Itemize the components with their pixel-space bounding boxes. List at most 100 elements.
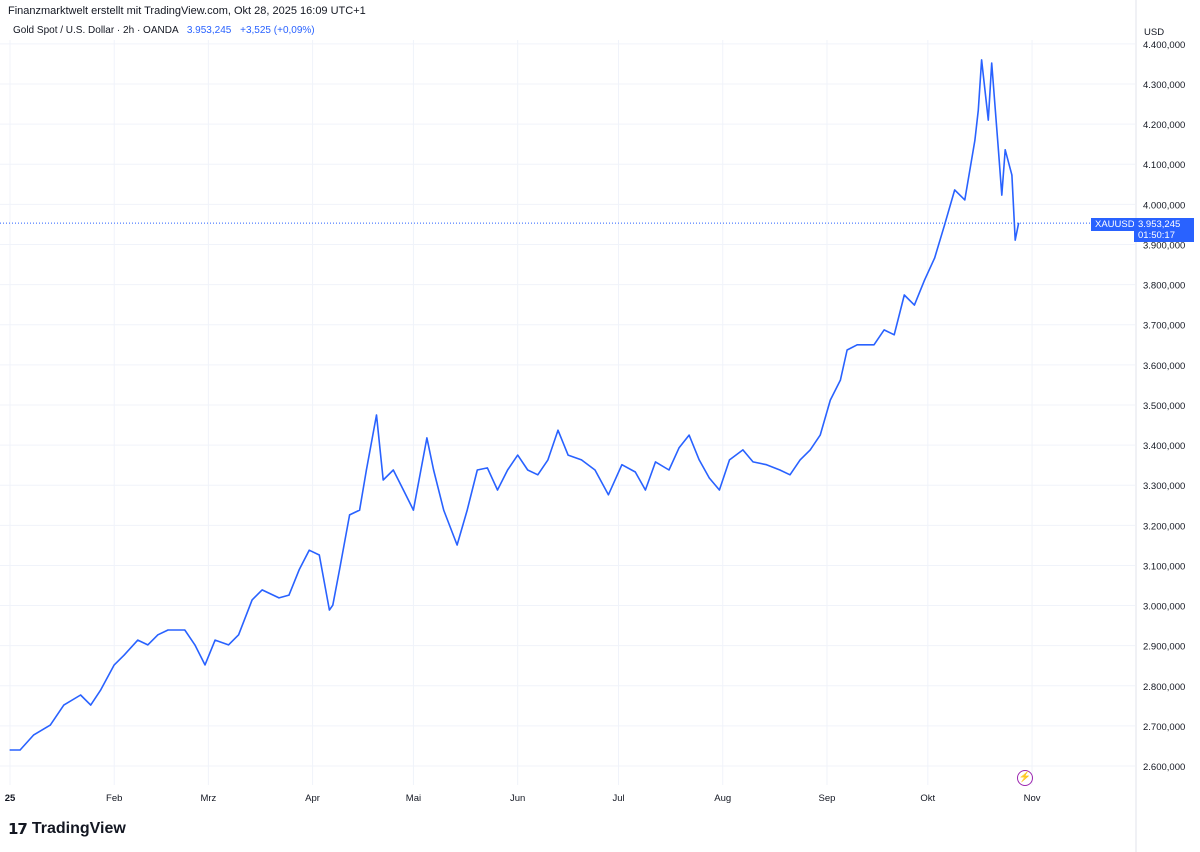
- data-point: [779, 469, 781, 471]
- data-point: [607, 494, 610, 496]
- data-point: [728, 459, 731, 461]
- data-point: [1011, 174, 1013, 176]
- y-tick-label: 4.000,000: [1143, 200, 1185, 211]
- data-point: [678, 447, 680, 449]
- x-tick-label: Nov: [1024, 793, 1041, 804]
- data-point: [9, 749, 11, 751]
- data-point: [49, 724, 51, 726]
- data-point: [167, 629, 169, 631]
- y-tick-label: 4.400,000: [1143, 40, 1185, 51]
- data-point: [668, 469, 670, 471]
- y-tick-label: 3.800,000: [1143, 281, 1185, 292]
- data-point: [688, 434, 690, 436]
- data-point: [63, 704, 65, 706]
- data-point: [698, 459, 700, 461]
- price-change: +3,525 (+0,09%): [240, 25, 315, 36]
- data-point: [278, 597, 280, 599]
- y-tick-label: 3.400,000: [1143, 441, 1185, 452]
- data-point: [567, 454, 569, 456]
- data-point: [718, 489, 720, 491]
- symbol-description: Gold Spot / U.S. Dollar · 2h · OANDA: [13, 25, 179, 36]
- data-point: [328, 609, 330, 611]
- data-point: [496, 489, 499, 491]
- data-point: [547, 459, 549, 461]
- data-point: [412, 509, 415, 511]
- data-point: [964, 199, 966, 201]
- data-point: [997, 149, 1000, 151]
- chart-credit: Finanzmarktwelt erstellt mit TradingView…: [8, 5, 366, 17]
- data-point: [433, 469, 435, 471]
- data-point: [621, 464, 623, 466]
- data-point: [332, 604, 334, 606]
- y-tick-label: 3.200,000: [1143, 521, 1185, 532]
- data-point: [359, 509, 361, 511]
- y-tick-label: 4.100,000: [1143, 160, 1185, 171]
- data-point: [987, 119, 989, 121]
- data-point: [839, 379, 842, 381]
- y-tick-label: 2.900,000: [1143, 642, 1185, 653]
- symbol-tag: XAUUSD: [1091, 218, 1139, 231]
- data-point: [204, 664, 206, 666]
- data-point: [829, 399, 831, 401]
- data-point: [708, 477, 710, 479]
- data-point: [288, 594, 290, 596]
- data-point: [261, 589, 263, 591]
- data-point: [765, 464, 768, 466]
- data-point: [1004, 149, 1006, 151]
- data-point: [1001, 194, 1003, 196]
- data-point: [654, 461, 657, 463]
- data-point: [883, 329, 885, 331]
- symbol-legend: Gold Spot / U.S. Dollar · 2h · OANDA 3.9…: [13, 25, 315, 36]
- data-point: [799, 459, 801, 461]
- data-point: [557, 429, 559, 431]
- logo-text: TradingView: [31, 820, 126, 837]
- y-tick-label: 3.900,000: [1143, 240, 1185, 251]
- data-point: [594, 469, 596, 471]
- data-point: [251, 599, 253, 601]
- data-point: [991, 62, 993, 64]
- data-point: [846, 349, 848, 351]
- data-point: [923, 279, 926, 281]
- y-tick-label: 3.700,000: [1143, 321, 1185, 332]
- data-point: [298, 569, 300, 571]
- x-tick-label: 25: [5, 793, 16, 804]
- data-point: [348, 514, 351, 516]
- data-point: [426, 437, 428, 439]
- data-point: [184, 629, 186, 631]
- data-point: [893, 334, 895, 336]
- data-point: [392, 469, 394, 471]
- lightning-icon[interactable]: ⚡: [1017, 770, 1033, 786]
- y-tick-label: 4.200,000: [1143, 120, 1185, 131]
- x-tick-label: Feb: [106, 793, 122, 804]
- tradingview-logo[interactable]: 𝟭𝟳 TradingView: [8, 820, 126, 838]
- data-point: [644, 489, 647, 491]
- x-tick-label: Mrz: [200, 793, 216, 804]
- data-point: [903, 294, 905, 296]
- data-point: [308, 549, 310, 551]
- data-point: [80, 694, 82, 696]
- data-point: [580, 459, 583, 461]
- data-point: [742, 449, 744, 451]
- data-point: [365, 469, 367, 471]
- x-tick-label: Okt: [920, 793, 935, 804]
- data-point: [375, 414, 378, 416]
- data-point: [157, 634, 159, 636]
- data-point: [856, 344, 858, 346]
- data-point: [90, 704, 92, 706]
- y-tick-label: 2.800,000: [1143, 682, 1185, 693]
- data-point: [1018, 222, 1020, 224]
- data-point: [752, 461, 754, 463]
- currency-label: USD: [1144, 27, 1165, 38]
- data-point: [456, 544, 458, 546]
- data-point: [954, 189, 956, 191]
- data-point: [113, 664, 115, 666]
- data-point: [214, 639, 216, 641]
- data-point: [486, 467, 489, 469]
- price-line: [10, 59, 1020, 751]
- data-point: [981, 59, 983, 61]
- data-point: [338, 569, 341, 571]
- price-tag: 3.953,245 01:50:17: [1134, 218, 1194, 242]
- data-point: [123, 654, 125, 656]
